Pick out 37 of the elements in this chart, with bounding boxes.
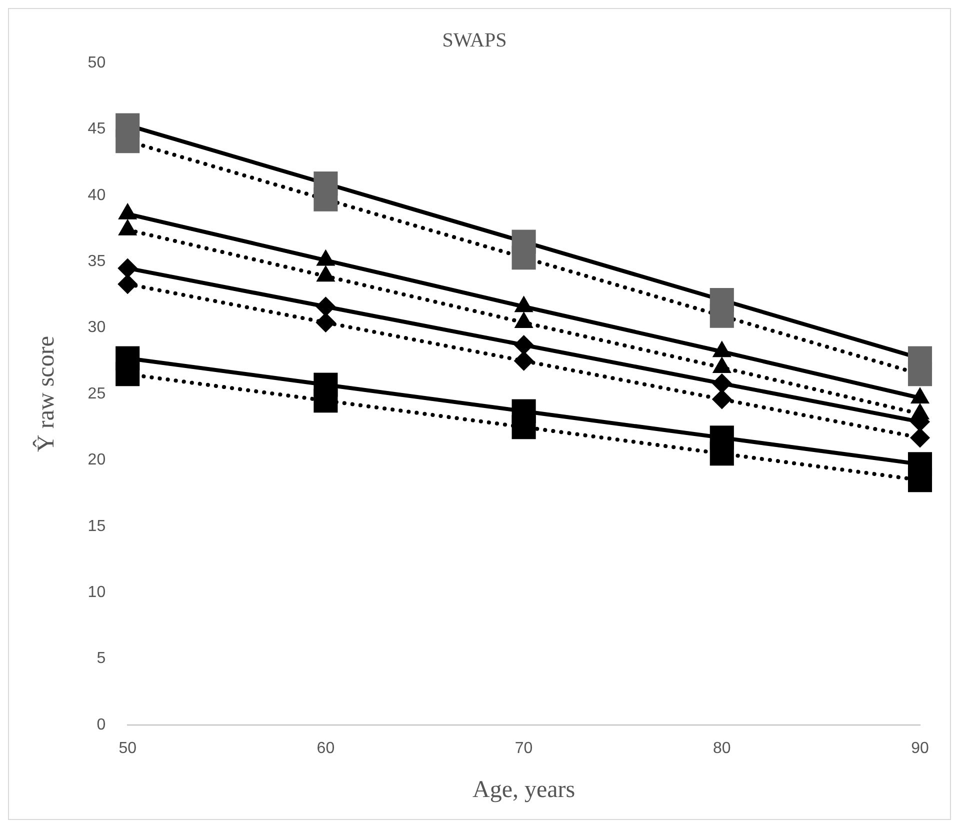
y-tick-label: 25 xyxy=(88,385,106,402)
y-tick-label: 30 xyxy=(88,319,106,336)
y-tick-label: 40 xyxy=(88,186,106,204)
point xyxy=(116,113,140,138)
point xyxy=(710,288,734,312)
point xyxy=(908,452,932,476)
point xyxy=(710,426,734,450)
point xyxy=(118,274,138,294)
point xyxy=(116,346,140,370)
x-tick-label: 60 xyxy=(316,740,335,758)
y-tick-label: 15 xyxy=(88,518,106,535)
x-tick-label: 70 xyxy=(514,740,533,758)
y-tick-label: 50 xyxy=(88,54,106,72)
x-tick-label: 90 xyxy=(911,740,929,758)
point xyxy=(316,312,336,333)
y-axis-title: Ŷ raw score xyxy=(32,336,60,452)
x-tick-label: 50 xyxy=(118,740,137,758)
point xyxy=(514,350,534,371)
point xyxy=(314,171,338,196)
y-tick-label: 20 xyxy=(88,452,106,469)
y-tick-label: 10 xyxy=(88,584,106,602)
chart-title: SWAPS xyxy=(442,29,507,52)
y-tick-label: 5 xyxy=(96,650,106,668)
point xyxy=(712,373,732,394)
x-tick-label: 80 xyxy=(713,740,731,758)
point xyxy=(316,296,336,317)
point xyxy=(118,258,138,278)
point xyxy=(910,428,930,448)
point xyxy=(712,389,732,410)
x-axis-title: Age, years xyxy=(472,776,576,803)
point xyxy=(512,399,536,424)
point xyxy=(512,230,536,254)
y-tick-label: 35 xyxy=(88,253,106,270)
y-tick-label: 0 xyxy=(96,716,106,734)
point xyxy=(314,372,338,397)
point xyxy=(908,346,932,370)
y-tick-label: 45 xyxy=(88,120,106,138)
